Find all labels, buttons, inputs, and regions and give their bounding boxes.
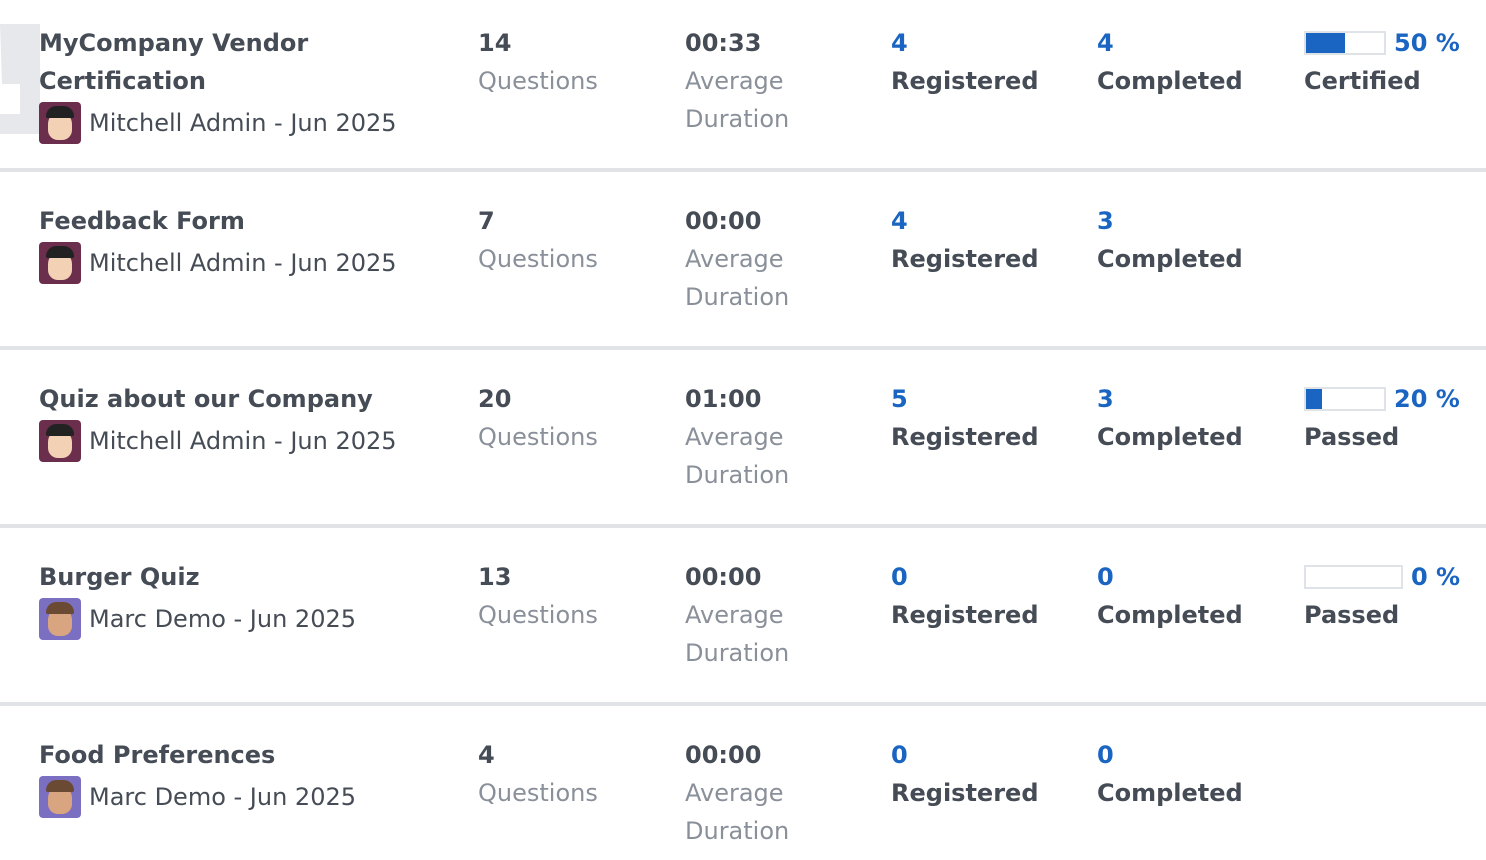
survey-title[interactable]: MyCompany Vendor Certification (39, 29, 309, 95)
questions-count: 20 Questions (478, 385, 598, 451)
average-duration: 00:00 Average Duration (685, 741, 790, 845)
average-duration: 01:00 Average Duration (685, 385, 790, 489)
registered-count[interactable]: 0 Registered (891, 563, 1039, 629)
progress-bar (1304, 31, 1386, 55)
completed-count[interactable]: 3 Completed (1097, 385, 1243, 451)
questions-count: 7 Questions (478, 207, 598, 273)
average-duration: 00:33 Average Duration (685, 29, 790, 133)
trophy-icon (0, 24, 40, 134)
survey-title-cell: Burger Quiz Marc Demo - Jun 2025 (39, 558, 439, 640)
survey-title[interactable]: Feedback Form (39, 207, 245, 235)
survey-title[interactable]: Quiz about our Company (39, 385, 373, 413)
success-rate: 0 % Passed (1304, 558, 1460, 634)
author-date: Mitchell Admin - Jun 2025 (89, 109, 397, 137)
completed-count[interactable]: 3 Completed (1097, 207, 1243, 273)
avatar (39, 242, 81, 284)
completed-count[interactable]: 0 Completed (1097, 563, 1243, 629)
survey-title-cell: Quiz about our Company Mitchell Admin - … (39, 380, 439, 462)
average-duration: 00:00 Average Duration (685, 207, 790, 311)
success-rate: 50 % Certified (1304, 24, 1460, 100)
result-label: Passed (1304, 423, 1400, 451)
rate-value: 50 % (1394, 29, 1460, 57)
survey-title-cell: Feedback Form Mitchell Admin - Jun 2025 (39, 202, 439, 284)
completed-count[interactable]: 4 Completed (1097, 29, 1243, 95)
survey-title-cell: MyCompany Vendor Certification Mitchell … (39, 24, 439, 144)
questions-count: 14 Questions (478, 29, 598, 95)
author-date: Marc Demo - Jun 2025 (89, 605, 357, 633)
registered-count[interactable]: 4 Registered (891, 29, 1039, 95)
completed-count[interactable]: 0 Completed (1097, 741, 1243, 807)
survey-row[interactable]: Feedback Form Mitchell Admin - Jun 2025 … (0, 172, 1486, 350)
survey-row[interactable]: MyCompany Vendor Certification Mitchell … (0, 0, 1486, 172)
survey-row[interactable]: Burger Quiz Marc Demo - Jun 2025 13 Quest… (0, 528, 1486, 706)
progress-bar (1304, 565, 1403, 589)
avatar (39, 776, 81, 818)
author-date: Mitchell Admin - Jun 2025 (89, 427, 397, 455)
result-label: Passed (1304, 601, 1400, 629)
author-date: Marc Demo - Jun 2025 (89, 783, 357, 811)
result-label: Certified (1304, 67, 1421, 95)
survey-title[interactable]: Food Preferences (39, 741, 276, 769)
success-rate: 20 % Passed (1304, 380, 1460, 456)
avatar (39, 598, 81, 640)
survey-title-cell: Food Preferences Marc Demo - Jun 2025 (39, 736, 439, 818)
avatar (39, 420, 81, 462)
registered-count[interactable]: 0 Registered (891, 741, 1039, 807)
rate-value: 0 % (1411, 563, 1461, 591)
rate-value: 20 % (1394, 385, 1460, 413)
avatar (39, 102, 81, 144)
average-duration: 00:00 Average Duration (685, 563, 790, 667)
progress-bar (1304, 387, 1386, 411)
author-date: Mitchell Admin - Jun 2025 (89, 249, 397, 277)
survey-title[interactable]: Burger Quiz (39, 563, 200, 591)
questions-count: 4 Questions (478, 741, 598, 807)
questions-count: 13 Questions (478, 563, 598, 629)
registered-count[interactable]: 4 Registered (891, 207, 1039, 273)
registered-count[interactable]: 5 Registered (891, 385, 1039, 451)
survey-row[interactable]: Quiz about our Company Mitchell Admin - … (0, 350, 1486, 528)
